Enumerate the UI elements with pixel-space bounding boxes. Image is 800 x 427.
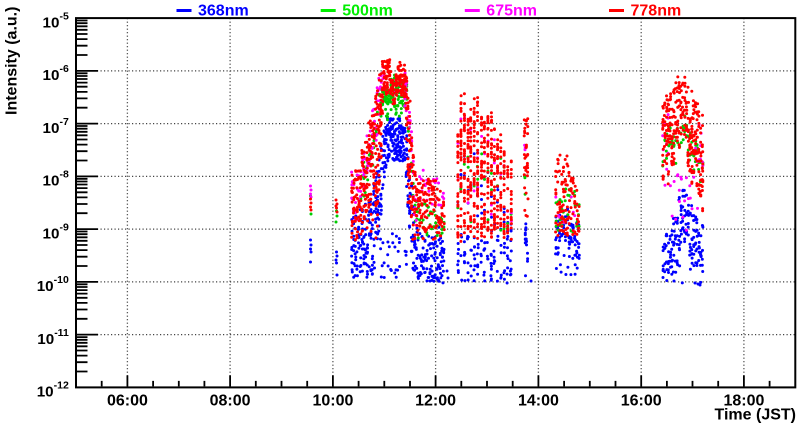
svg-text:778nm: 778nm	[631, 3, 682, 20]
svg-text:16:00: 16:00	[621, 393, 662, 410]
svg-text:14:00: 14:00	[518, 393, 559, 410]
svg-text:12:00: 12:00	[415, 393, 456, 410]
svg-text:368nm: 368nm	[198, 3, 249, 20]
svg-text:06:00: 06:00	[107, 393, 148, 410]
svg-text:Intensity (a.u.): Intensity (a.u.)	[4, 7, 21, 115]
svg-text:18:00: 18:00	[723, 393, 764, 410]
svg-text:Time (JST): Time (JST)	[715, 407, 797, 424]
svg-text:500nm: 500nm	[342, 3, 393, 20]
svg-text:10:00: 10:00	[312, 393, 353, 410]
svg-text:675nm: 675nm	[486, 3, 537, 20]
svg-text:08:00: 08:00	[210, 393, 251, 410]
